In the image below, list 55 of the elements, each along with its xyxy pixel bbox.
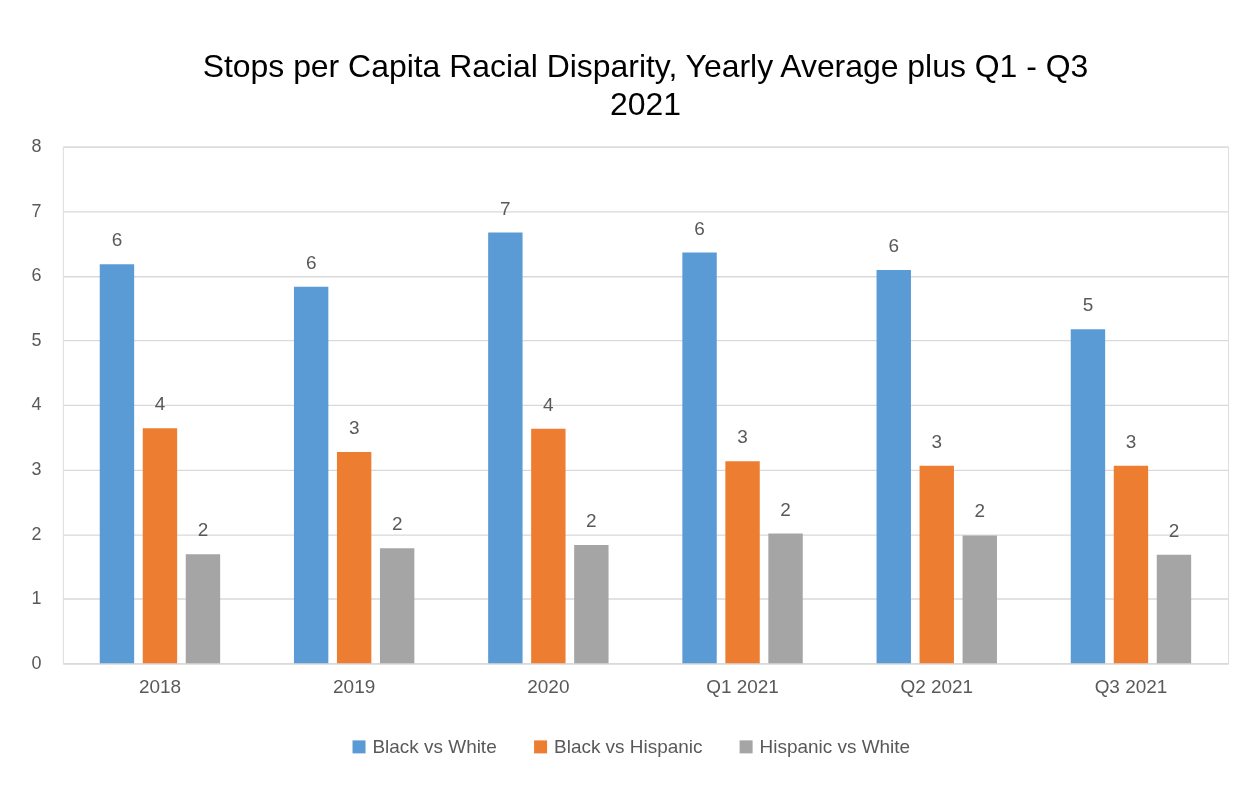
- x-tick-label: Q2 2021: [900, 675, 974, 697]
- data-label: 2: [1168, 519, 1180, 541]
- bar: [1113, 465, 1149, 664]
- legend-label: Black vs White: [372, 735, 497, 757]
- y-tick-label: 6: [31, 265, 42, 286]
- bar: [919, 465, 954, 664]
- data-label: 3: [348, 417, 360, 439]
- y-tick-label: 7: [31, 200, 42, 221]
- data-label: 2: [391, 513, 403, 535]
- bar: [768, 533, 803, 664]
- y-tick-label: 0: [31, 652, 42, 673]
- bar: [725, 461, 760, 664]
- x-tick-label: Q3 2021: [1094, 675, 1168, 697]
- bar: [379, 548, 415, 664]
- x-tick-label: 2018: [138, 675, 182, 697]
- bar: [1156, 554, 1192, 664]
- x-tick-label: 2020: [527, 675, 570, 697]
- data-label: 5: [1082, 294, 1094, 316]
- data-label: 2: [586, 510, 597, 532]
- bar: [293, 286, 329, 664]
- data-label: 6: [305, 251, 317, 273]
- data-label: 2: [974, 500, 986, 522]
- bar: [876, 269, 911, 664]
- data-label: 7: [500, 197, 511, 219]
- data-label: 6: [694, 217, 705, 239]
- chart-title: Stops per Capita Racial Disparity, Yearly Average plus Q1 - Q3 2021: [202, 47, 1089, 122]
- data-label: 3: [931, 430, 943, 452]
- bar: [531, 428, 566, 664]
- bar: [574, 545, 609, 664]
- bar: [99, 264, 135, 664]
- y-tick-label: 8: [31, 136, 42, 157]
- y-tick-label: 2: [31, 523, 42, 544]
- x-tick-label: Q1 2021: [706, 675, 779, 697]
- data-label: 3: [737, 426, 748, 448]
- bar: [962, 535, 997, 664]
- data-label: 6: [888, 234, 900, 256]
- bar: [336, 452, 372, 664]
- data-label: 2: [780, 498, 791, 520]
- legend-label: Hispanic vs White: [759, 735, 911, 757]
- bar: [185, 554, 221, 664]
- data-label: 4: [543, 393, 554, 415]
- bar: [488, 232, 523, 664]
- data-label: 4: [154, 393, 166, 415]
- x-tick-label: 2019: [333, 675, 376, 697]
- bar: [142, 428, 178, 664]
- y-tick-label: 5: [31, 329, 42, 350]
- data-label: 3: [1125, 430, 1137, 452]
- data-label: 2: [197, 519, 209, 541]
- y-tick-label: 4: [31, 394, 42, 415]
- y-tick-label: 3: [31, 459, 42, 480]
- data-label: 6: [111, 229, 123, 251]
- bar: [1070, 329, 1106, 664]
- legend-label: Black vs Hispanic: [554, 735, 703, 757]
- y-tick-label: 1: [31, 588, 42, 609]
- bar: [682, 252, 717, 664]
